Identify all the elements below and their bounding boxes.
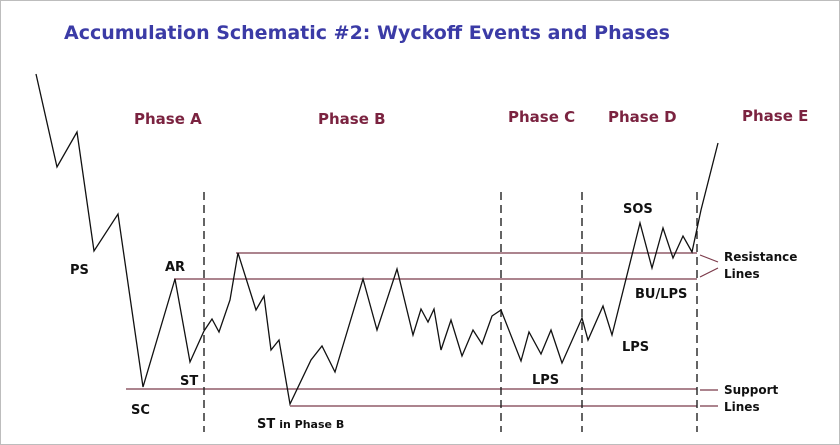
event-lps-c-label: LPS <box>532 373 559 388</box>
resistance-connector <box>699 254 719 263</box>
support-label-line1: Support <box>724 383 779 397</box>
event-sc-label: SC <box>131 403 150 418</box>
event-bu-lps-label: BU/LPS <box>635 287 687 302</box>
event-st-phase-b-label: ST in Phase B <box>257 417 344 432</box>
price-path <box>35 73 719 407</box>
phase-c-label: Phase C <box>508 108 575 126</box>
event-st-phase-b-prefix: ST <box>257 417 275 432</box>
resistance-label-line1: Resistance <box>724 250 797 264</box>
event-st-label: ST <box>180 374 198 389</box>
event-lps-d-label: LPS <box>622 340 649 355</box>
phase-d-label: Phase D <box>608 108 677 126</box>
diagram-title: Accumulation Schematic #2: Wyckoff Event… <box>64 22 670 44</box>
event-st-phase-b-suffix: in Phase B <box>279 418 344 431</box>
resistance-connector <box>699 267 719 278</box>
phase-a-label: Phase A <box>134 110 202 128</box>
support-label-line2: Lines <box>724 400 760 414</box>
event-sos-label: SOS <box>623 202 653 217</box>
phase-e-label: Phase E <box>742 107 808 125</box>
resistance-label-line2: Lines <box>724 267 760 281</box>
phase-b-label: Phase B <box>318 110 386 128</box>
event-ar-label: AR <box>165 260 185 275</box>
event-ps-label: PS <box>70 263 89 278</box>
